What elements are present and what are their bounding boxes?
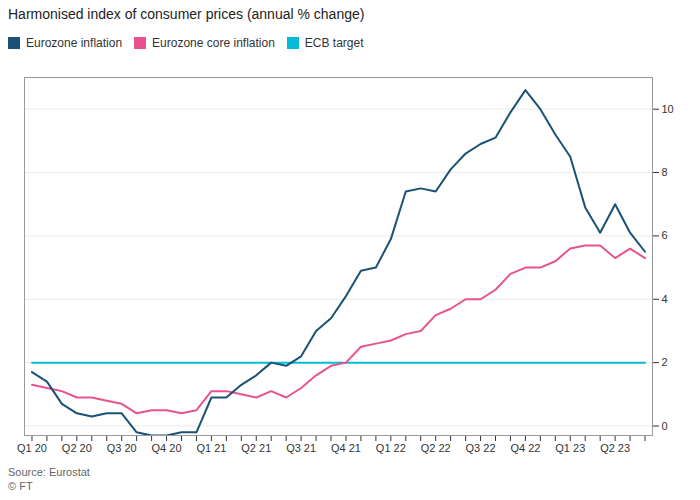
svg-text:Q1 20: Q1 20 [17, 442, 47, 454]
svg-text:Q4 22: Q4 22 [510, 442, 540, 454]
svg-text:Q2 21: Q2 21 [241, 442, 271, 454]
svg-text:Q3 22: Q3 22 [466, 442, 496, 454]
html-text:Harmonised index of consumer p: Harmonised index of consumer prices (ann… [8, 6, 365, 22]
svg-text:0: 0 [662, 420, 668, 432]
svg-text:Q3 21: Q3 21 [286, 442, 316, 454]
svg-text:Q3 20: Q3 20 [107, 442, 137, 454]
svg-text:4: 4 [662, 293, 668, 305]
svg-text:Q1 23: Q1 23 [555, 442, 585, 454]
svg-text:Q4 21: Q4 21 [331, 442, 361, 454]
html-text:Eurozone inflation: Eurozone inflation [26, 35, 123, 50]
html-text:Source: Eurostat: Source: Eurostat [8, 466, 90, 478]
svg-text:8: 8 [662, 166, 668, 178]
svg-text:Q4 20: Q4 20 [152, 442, 182, 454]
svg-text:Q2 23: Q2 23 [600, 442, 630, 454]
svg-text:10: 10 [662, 103, 674, 115]
svg-text:6: 6 [662, 229, 668, 241]
html-text:Eurozone core inflation: Eurozone core inflation [152, 35, 275, 50]
svg-text:2: 2 [662, 356, 668, 368]
svg-text:Q2 22: Q2 22 [421, 442, 451, 454]
svg-text:Q1 21: Q1 21 [196, 442, 226, 454]
svg-text:Q2 20: Q2 20 [62, 442, 92, 454]
html-text:© FT: © FT [8, 480, 33, 492]
html-text:ECB target: ECB target [304, 35, 364, 50]
svg-text:Q1 22: Q1 22 [376, 442, 406, 454]
